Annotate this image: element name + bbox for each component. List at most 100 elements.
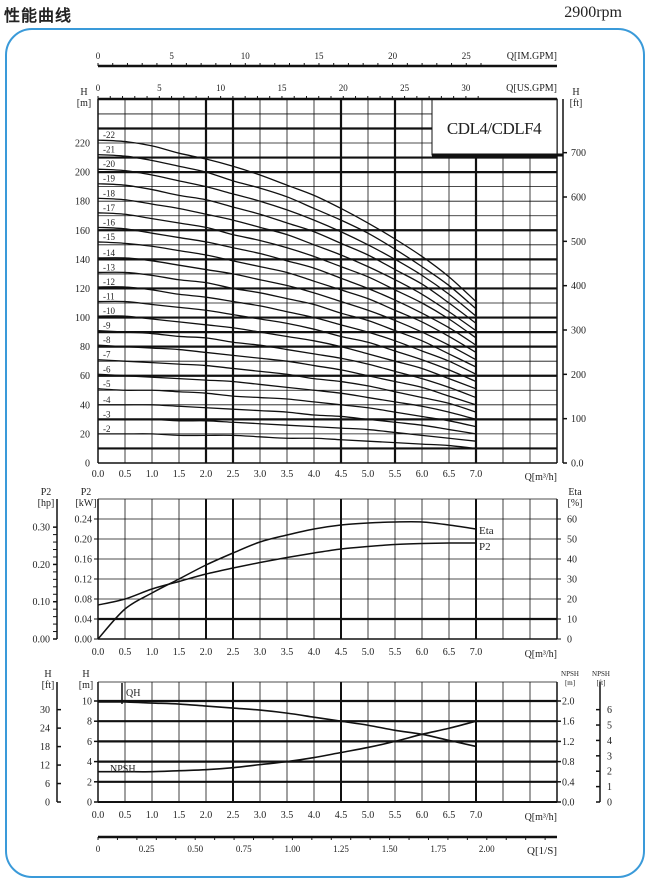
im-gpm-tick-label: 10 [241, 51, 251, 61]
y-tick-label: 220 [75, 139, 90, 150]
x-tick-label: 3.0 [254, 810, 267, 821]
kw-tick-label: 0.04 [75, 615, 93, 626]
stage-label: -12 [103, 277, 115, 287]
x-tick-label: 6.0 [416, 469, 429, 480]
h-ft-tick-label: 12 [40, 761, 50, 772]
stage-curve-13 [97, 271, 477, 368]
y-tick-label: 180 [75, 197, 90, 208]
x-tick-label: 4.5 [335, 469, 348, 480]
h-ft-tick-label: 24 [40, 724, 50, 735]
stage-label: -13 [103, 262, 115, 272]
stage-curve-17 [97, 212, 477, 339]
x-tick-label: 5.5 [389, 810, 402, 821]
x-tick-label: 3.0 [254, 469, 267, 480]
kw-tick-label: 0.24 [75, 515, 93, 526]
y-tick-label: 40 [80, 400, 90, 411]
ft-tick-label: 0.0 [571, 459, 584, 470]
im-gpm-tick-label: 0 [96, 51, 101, 61]
hp-tick-label: 0.00 [33, 635, 51, 646]
h-m-tick-label: 2 [87, 777, 92, 788]
kw-tick-label: 0.08 [75, 595, 93, 606]
us-gpm-tick-label: 30 [461, 83, 471, 93]
ft-tick-label: 200 [571, 370, 586, 381]
stage-label: -17 [103, 203, 115, 213]
ft-tick-label: 300 [571, 326, 586, 337]
npsh-m-tick-label: 2.0 [562, 697, 575, 708]
npsh-ft-tick-label: 1 [607, 782, 612, 793]
x-tick-label: 7.0 [470, 647, 483, 658]
stage-label: -10 [103, 306, 115, 316]
im-gpm-tick-label: 5 [169, 51, 174, 61]
stage-curve-20 [97, 168, 477, 317]
stage-curve-12 [97, 286, 477, 375]
y-tick-label: 140 [75, 255, 90, 266]
p2-curve [97, 542, 477, 606]
ls-tick-label: 1.75 [430, 844, 446, 854]
h-m-tick-label: 10 [82, 697, 92, 708]
y-tick-label: 80 [80, 342, 90, 353]
x-tick-label: 2.5 [227, 810, 240, 821]
x-axis-title: Q[m³/h] [525, 812, 557, 823]
stage-curve-8 [97, 344, 477, 406]
ft-axis-unit: [ft] [570, 98, 583, 109]
hp-tick-label: 0.30 [33, 523, 51, 534]
y-tick-label: 60 [80, 371, 90, 382]
stage-label: -15 [103, 232, 115, 242]
npsh-curve-label: NPSH [110, 764, 136, 775]
y-axis-title: H [80, 87, 87, 98]
eta-tick-label: 0 [567, 635, 572, 646]
ls-tick-label: 1.50 [382, 844, 398, 854]
im-gpm-tick-label: 15 [314, 51, 324, 61]
h-ft-tick-label: 6 [45, 779, 50, 790]
kw-tick-label: 0.00 [75, 635, 93, 646]
h-m-tick-label: 8 [87, 717, 92, 728]
npsh-m-tick-label: 0.0 [562, 798, 575, 809]
stage-label: -20 [103, 159, 115, 169]
npsh-m-tick-label: 1.2 [562, 737, 575, 748]
stage-curve-3 [98, 418, 477, 442]
stage-curve-2 [98, 433, 477, 450]
x-tick-label: 6.5 [443, 647, 456, 658]
npsh-ft-tick-label: 4 [607, 736, 612, 747]
x-tick-label: 0.0 [92, 647, 105, 658]
x-tick-label: 2.5 [227, 469, 240, 480]
h-m-tick-label: 4 [87, 757, 92, 768]
npsh-ft-tick-label: 3 [607, 751, 612, 762]
x-tick-label: 1.5 [173, 469, 186, 480]
stage-curve-18 [97, 197, 477, 332]
y-tick-label: 20 [80, 429, 90, 440]
eta-tick-label: 30 [567, 575, 577, 586]
h-ft-tick-label: 18 [40, 742, 50, 753]
x-axis-title: Q[m³/h] [525, 472, 557, 483]
stage-curve-19 [97, 183, 477, 324]
stage-label: -3 [103, 409, 111, 419]
stage-label: -6 [103, 364, 111, 374]
npsh-m-axis-title: NPSH [561, 670, 579, 678]
x-tick-label: 0.0 [92, 469, 105, 480]
speed-label: 2900rpm [564, 4, 622, 21]
stage-curve-7 [97, 359, 477, 413]
kw-tick-label: 0.16 [75, 555, 93, 566]
hp-axis-unit: [hp] [38, 498, 55, 509]
x-tick-label: 3.0 [254, 647, 267, 658]
ls-tick-label: 0.75 [236, 844, 252, 854]
eta-tick-label: 40 [567, 555, 577, 566]
h-ft-tick-label: 0 [45, 798, 50, 809]
x-tick-label: 4.5 [335, 810, 348, 821]
npsh-curve [98, 720, 477, 773]
im-gpm-tick-label: 25 [462, 51, 472, 61]
title-box [431, 98, 558, 156]
stage-label: -4 [103, 395, 111, 405]
x-tick-label: 7.0 [470, 469, 483, 480]
x-tick-label: 6.0 [416, 647, 429, 658]
qh-curve [97, 701, 477, 748]
x-tick-label: 2.5 [227, 647, 240, 658]
npsh-m-tick-label: 1.6 [562, 717, 575, 728]
stage-curve-21 [97, 153, 477, 310]
us-gpm-tick-label: 5 [157, 83, 162, 93]
kw-tick-label: 0.20 [75, 535, 93, 546]
stage-curve-4 [98, 404, 477, 435]
hp-tick-label: 0.10 [33, 597, 51, 608]
ft-tick-label: 100 [571, 414, 586, 425]
